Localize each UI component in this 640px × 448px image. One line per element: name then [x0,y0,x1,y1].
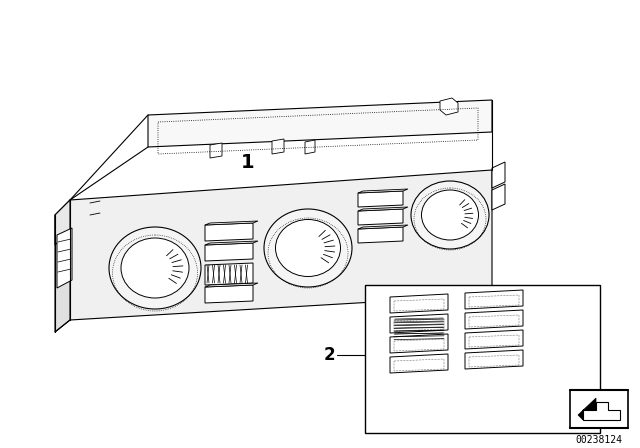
Polygon shape [205,283,258,287]
Ellipse shape [121,238,189,298]
Polygon shape [205,223,253,241]
Polygon shape [390,334,448,353]
Polygon shape [578,398,596,420]
Polygon shape [390,314,448,333]
Bar [365,285,600,433]
Bar [570,390,628,428]
Polygon shape [70,170,492,320]
Polygon shape [205,243,253,261]
Polygon shape [358,207,408,211]
Polygon shape [358,225,408,229]
Polygon shape [465,330,523,349]
Polygon shape [440,98,458,115]
Text: 2: 2 [323,346,335,364]
Ellipse shape [264,209,352,287]
Polygon shape [465,350,523,369]
Polygon shape [358,191,403,207]
Polygon shape [358,227,403,243]
Polygon shape [492,184,505,210]
Polygon shape [55,200,70,332]
Polygon shape [583,402,620,420]
Ellipse shape [411,181,489,249]
Text: 00238124: 00238124 [575,435,623,445]
Polygon shape [358,209,403,225]
Polygon shape [148,100,492,147]
Text: 1: 1 [241,152,255,172]
Ellipse shape [109,227,201,309]
Polygon shape [358,189,408,193]
Polygon shape [55,200,70,245]
Polygon shape [390,354,448,373]
Polygon shape [465,290,523,309]
Polygon shape [492,162,505,188]
Ellipse shape [275,220,340,276]
Polygon shape [205,285,253,303]
Ellipse shape [422,190,479,240]
Polygon shape [305,140,315,154]
Polygon shape [465,310,523,329]
Polygon shape [205,263,253,285]
Polygon shape [210,143,222,158]
Polygon shape [205,221,258,225]
Polygon shape [272,139,284,154]
Polygon shape [205,241,258,245]
Polygon shape [57,228,72,288]
Polygon shape [390,294,448,313]
